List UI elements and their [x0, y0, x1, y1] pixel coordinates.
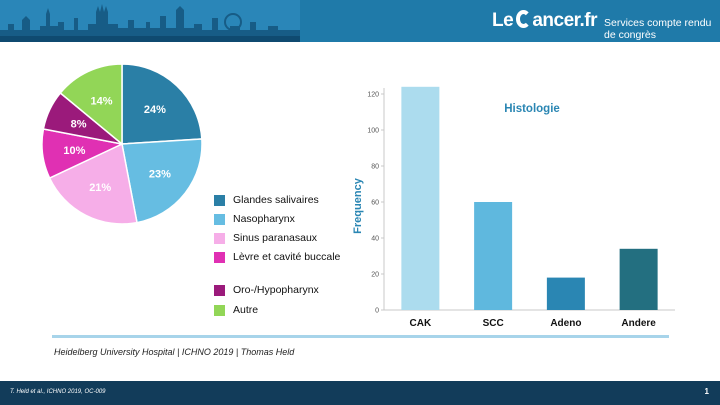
- pie-slice-label: 10%: [63, 145, 85, 157]
- legend-item: Autre: [214, 304, 258, 316]
- y-tick-label: 80: [371, 164, 379, 171]
- legend-label: Lèvre et cavité buccale: [233, 251, 341, 263]
- pie-slice: [48, 142, 138, 225]
- legend-swatch: [214, 194, 225, 206]
- legend-label: Autre: [233, 304, 259, 316]
- logo-brand-left: Le: [492, 10, 514, 31]
- x-category-label: Adeno: [550, 318, 581, 329]
- header-banner: Le ancer.fr Services compte rendu de con…: [0, 0, 720, 42]
- legend-item: Lèvre et cavité buccale: [214, 251, 340, 263]
- y-tick-label: 20: [371, 272, 379, 279]
- pie-slice-label: 24%: [144, 104, 166, 116]
- bar: [546, 277, 585, 310]
- legend-item: Nasopharynx: [214, 213, 295, 225]
- legend-label: Glandes salivaires: [233, 194, 319, 206]
- x-category-label: SCC: [483, 318, 504, 329]
- page-number: 1: [704, 387, 709, 396]
- chart-title: Histologie: [504, 103, 560, 115]
- y-tick-label: 0: [375, 308, 379, 315]
- legend-item: Sinus paranasaux: [214, 232, 317, 244]
- logo-brand-right: ancer.fr: [532, 10, 597, 31]
- pie-slice-label: 14%: [91, 96, 113, 108]
- y-tick-label: 100: [367, 128, 379, 135]
- bar: [401, 86, 440, 310]
- legend-label: Sinus paranasaux: [233, 232, 318, 244]
- legend-swatch: [214, 232, 225, 244]
- pie-slice-label: 23%: [149, 168, 171, 180]
- source-footnote: Heidelberg University Hospital | ICHNO 2…: [54, 347, 295, 357]
- logo-c-icon: [516, 10, 532, 28]
- x-category-label: Andere: [621, 318, 656, 329]
- bar: [619, 248, 658, 310]
- footer-bar: T. Held et al., ICHNO 2019, OC-009 1: [0, 381, 720, 405]
- lecancer-logo[interactable]: Le ancer.fr Services compte rendu de con…: [492, 8, 720, 41]
- legend-swatch: [214, 213, 225, 225]
- pie-slice-label: 8%: [71, 119, 87, 131]
- pie-slice: [59, 63, 123, 146]
- histology-location-pie-chart: 24% 23% 21% 10% 8% 14%: [41, 63, 203, 225]
- histology-bar-chart: 0 20 40 60 80 100 120 Frequency Histologie CAK SCC…: [352, 86, 675, 329]
- legend-item: Oro-/Hypopharynx: [214, 284, 319, 296]
- city-skyline-image: [0, 0, 300, 42]
- footer-citation: T. Held et al., ICHNO 2019, OC-009: [10, 389, 106, 395]
- x-category-label: CAK: [410, 318, 432, 329]
- pie-slice: [121, 138, 203, 224]
- pie-slice-label: 21%: [89, 182, 111, 194]
- legend-swatch: [214, 284, 225, 296]
- y-tick-label: 40: [371, 236, 379, 243]
- divider-line: [52, 335, 669, 338]
- bar: [474, 202, 513, 310]
- logo-tagline: Services compte rendu de congrès: [604, 17, 712, 41]
- legend-swatch: [214, 304, 225, 316]
- pie-slice: [121, 63, 203, 145]
- y-tick-label: 60: [371, 200, 379, 207]
- legend-label: Nasopharynx: [233, 213, 295, 225]
- y-tick-label: 120: [367, 92, 379, 99]
- legend-label: Oro-/Hypopharynx: [233, 284, 319, 296]
- legend-swatch: [214, 251, 225, 263]
- legend-item: Glandes salivaires: [214, 194, 319, 206]
- y-axis-label: Frequency: [352, 177, 364, 234]
